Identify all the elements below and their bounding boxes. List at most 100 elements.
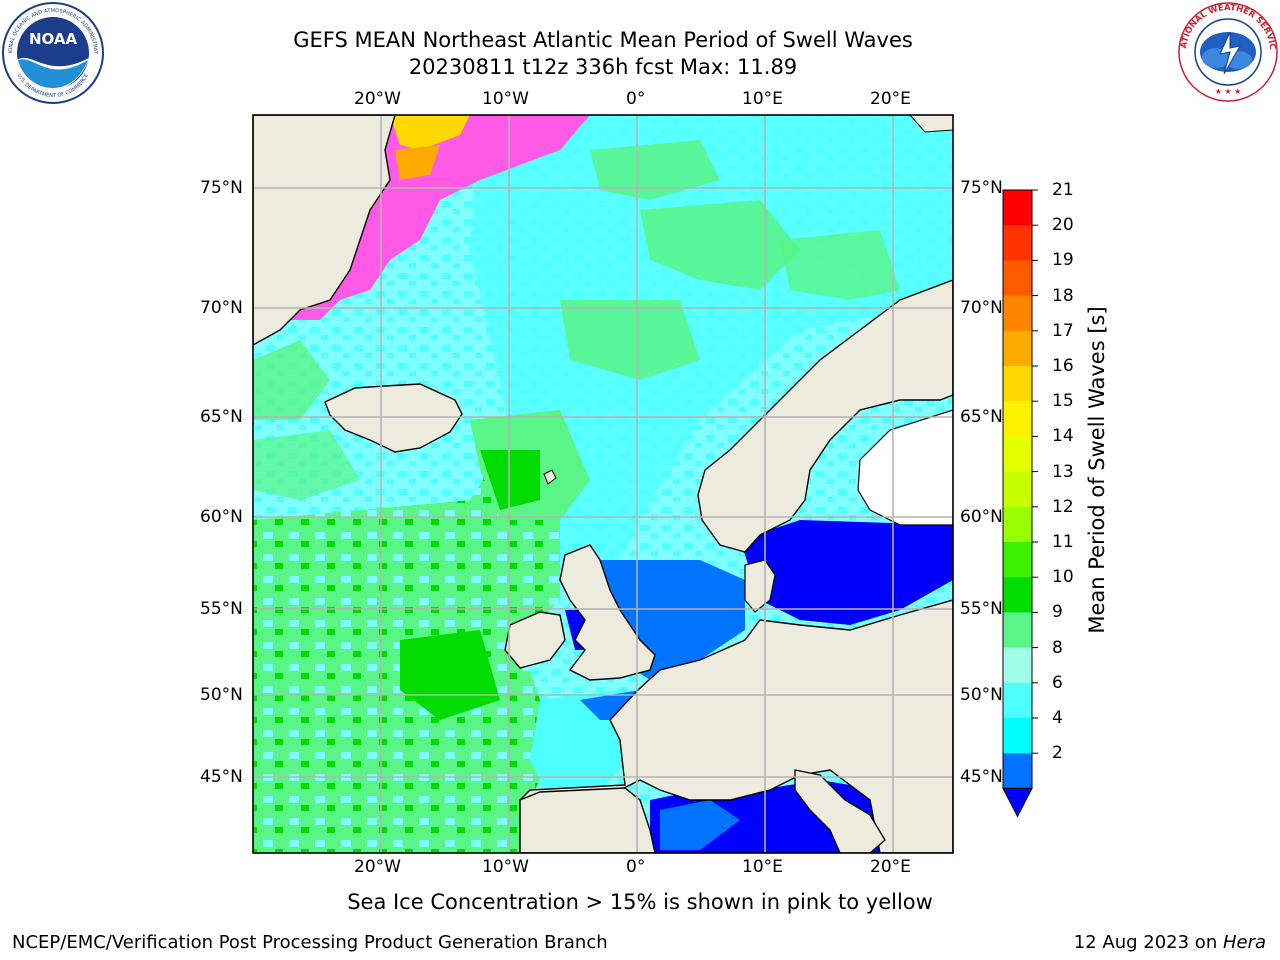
colorbar-title: Mean Period of Swell Waves [s] xyxy=(1085,306,1109,634)
land-italy xyxy=(794,769,886,853)
colorbar-segment xyxy=(1003,647,1032,684)
colorbar-segment xyxy=(1003,401,1032,437)
colorbar-tick-label: 9 xyxy=(1052,602,1063,623)
swell-band-6-8s xyxy=(470,115,953,560)
footer-machine: Hera xyxy=(1222,932,1266,953)
colorbar-tick-label: 10 xyxy=(1052,567,1074,588)
lat-label-right: 55°N xyxy=(960,599,1003,619)
swell-patch-9-10s xyxy=(253,430,360,500)
mediterranean-swell-2-4s xyxy=(660,800,740,850)
land-ireland xyxy=(504,611,566,669)
lon-label-top: 20°E xyxy=(870,89,911,109)
colorbar-tick-label: 14 xyxy=(1052,426,1074,447)
sea-ice-high-concentration xyxy=(390,115,470,150)
colorbar-tick-label: 12 xyxy=(1052,496,1074,517)
colorbar-segment xyxy=(1003,190,1032,226)
map-subtitle: 20230811 t12z 336h fcst Max: 11.89 xyxy=(408,55,798,79)
sea-ice-note: Sea Ice Concentration > 15% is shown in … xyxy=(347,890,933,914)
colorbar-tick-label: 18 xyxy=(1052,285,1074,306)
colorbar-segment xyxy=(1003,260,1032,297)
colorbar-tick-label: 15 xyxy=(1052,391,1074,412)
land-iberia xyxy=(519,787,656,853)
footer-date-text: 12 Aug 2023 on xyxy=(1073,932,1223,953)
lat-label-left: 45°N xyxy=(200,767,243,787)
colorbar-segment xyxy=(1003,436,1032,473)
lon-label-top: 10°E xyxy=(742,89,783,109)
colorbar-tick-label: 2 xyxy=(1052,743,1063,764)
lon-label-bottom: 0° xyxy=(626,857,646,877)
baltic-swell-below-2s xyxy=(740,520,953,625)
colorbar-tick-label: 11 xyxy=(1052,532,1074,552)
map-frame xyxy=(252,114,954,854)
lat-label-left: 55°N xyxy=(200,599,243,619)
lat-label-right: 75°N xyxy=(960,178,1003,198)
lon-label-top: 20°W xyxy=(354,89,401,109)
colorbar-segment xyxy=(1003,295,1032,332)
footer-credit: NCEP/EMC/Verification Post Processing Pr… xyxy=(12,932,608,953)
colorbar-segment xyxy=(1003,471,1032,508)
map-field xyxy=(253,115,953,853)
colorbar-segment xyxy=(1003,718,1032,754)
land-iceland xyxy=(324,383,463,453)
lat-label-left: 50°N xyxy=(200,685,243,705)
lon-label-bottom: 10°E xyxy=(742,857,783,877)
colorbar-segment xyxy=(1003,225,1032,261)
lon-label-bottom: 20°E xyxy=(870,857,911,877)
land-faroe-islands xyxy=(543,469,557,485)
lon-label-bottom: 20°W xyxy=(354,857,401,877)
land-norway-sweden xyxy=(697,279,953,553)
land-finland xyxy=(857,409,953,526)
swell-patch-9-10s xyxy=(253,340,330,420)
swell-patch-10-11s xyxy=(400,630,500,720)
colorbar-segment xyxy=(1003,577,1032,613)
colorbar xyxy=(1002,189,1038,818)
colorbar-tick-label: 19 xyxy=(1052,250,1074,271)
swell-patch-9-10s xyxy=(590,140,720,200)
land-continental-europe xyxy=(519,599,953,853)
swell-patch-9-10s xyxy=(640,200,800,290)
colorbar-tick-label: 13 xyxy=(1052,461,1074,482)
graticule xyxy=(253,115,953,853)
noaa-logo-text: NOAA xyxy=(29,30,78,48)
map-title: GEFS MEAN Northeast Atlantic Mean Period… xyxy=(293,28,913,52)
lon-label-top: 0° xyxy=(626,89,646,109)
colorbar-tick-label: 16 xyxy=(1052,356,1074,376)
colorbar-segment xyxy=(1003,366,1032,402)
noaa-logo: NOAA NATIONAL OCEANIC AND ATMOSPHERIC AD… xyxy=(2,2,104,104)
lat-label-right: 70°N xyxy=(960,298,1003,318)
colorbar-tick-label: 21 xyxy=(1052,180,1074,200)
colorbar-tick-label: 20 xyxy=(1052,215,1074,236)
swell-patch-9-10s xyxy=(560,300,700,380)
colorbar-tick-label: 6 xyxy=(1052,672,1063,693)
swell-patch-9-10s xyxy=(780,230,900,300)
land-greenland xyxy=(253,115,396,346)
land-svalbard xyxy=(909,115,953,133)
nws-star-icon: ★ ★ ★ xyxy=(1215,87,1242,96)
colorbar-segment xyxy=(1003,542,1032,578)
nws-logo: NATIONAL WEATHER SERVICE ★ ★ ★ xyxy=(1178,2,1278,102)
lon-label-bottom: 10°W xyxy=(482,857,529,877)
swell-region-9-11s xyxy=(253,420,560,853)
colorbar-segment xyxy=(1003,330,1032,367)
colorbar-tick-label: 4 xyxy=(1052,708,1063,728)
lat-label-right: 45°N xyxy=(960,767,1003,787)
colorbar-segment xyxy=(1003,753,1032,789)
lat-label-right: 50°N xyxy=(960,685,1003,705)
lat-label-left: 70°N xyxy=(200,298,243,318)
lon-label-top: 10°W xyxy=(482,89,529,109)
colorbar-extend-arrow xyxy=(1002,787,1033,818)
swell-patch-10-11s xyxy=(480,450,540,510)
lat-label-left: 75°N xyxy=(200,178,243,198)
land-great-britain xyxy=(559,544,656,681)
lat-label-right: 60°N xyxy=(960,507,1003,527)
colorbar-segment xyxy=(1003,612,1032,649)
sea-ice-high-concentration xyxy=(395,145,440,180)
footer-date: 12 Aug 2023 on Hera xyxy=(1074,932,1266,953)
colorbar-tick-label: 17 xyxy=(1052,320,1074,341)
colorbar-segment xyxy=(1003,682,1032,719)
lat-label-left: 65°N xyxy=(200,407,243,427)
colorbar-segment xyxy=(1003,506,1032,543)
colorbar-tick-label: 8 xyxy=(1052,637,1063,658)
lat-label-right: 65°N xyxy=(960,407,1003,427)
